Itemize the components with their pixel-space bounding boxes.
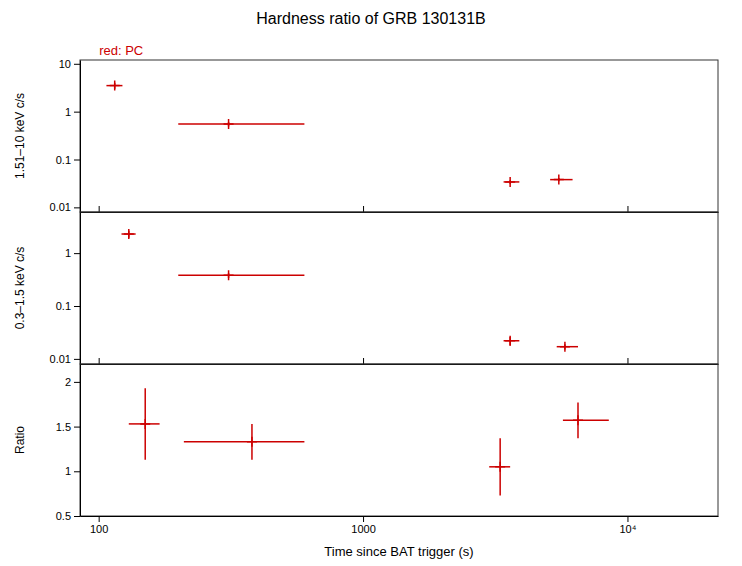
x-tick-mark	[99, 206, 100, 212]
point	[505, 177, 515, 187]
y-tick: 0.1	[56, 300, 80, 312]
plot-frame	[80, 212, 718, 364]
y-tick-mark	[74, 382, 80, 383]
x-tick-mark	[99, 516, 100, 522]
y-tick-label: 0.01	[50, 353, 71, 365]
y-tick-label: 1	[65, 247, 71, 259]
y-tick: 0.1	[56, 154, 80, 166]
point	[505, 336, 515, 346]
y-tick-mark	[74, 112, 80, 113]
panel: 0.01 0.1 1 0.3–1.5 keV c/s	[13, 212, 719, 365]
chart-title: Hardness ratio of GRB 130131B	[256, 10, 485, 27]
x-tick-mark	[363, 206, 364, 212]
point	[247, 437, 257, 447]
x-error-bar	[184, 441, 305, 443]
x-tick-mark	[627, 206, 628, 212]
y-tick-label: 1	[65, 465, 71, 477]
point	[124, 229, 134, 239]
y-tick: 0.01	[50, 201, 80, 213]
x-tick-label: 1000	[351, 523, 375, 535]
y-tick: 1	[65, 247, 80, 259]
x-tick	[363, 206, 364, 212]
y-tick: 0.01	[50, 353, 80, 365]
y-tick-label: 1	[65, 106, 71, 118]
y-axis-title: Ratio	[13, 426, 27, 454]
y-axis: 0.01 0.1 1 10	[50, 58, 81, 214]
x-tick-mark	[627, 516, 628, 522]
y-tick: 10	[59, 58, 80, 70]
point	[560, 342, 570, 352]
y-tick-label: 0.5	[56, 510, 71, 522]
marks	[121, 229, 578, 352]
x-axis-line	[81, 516, 719, 517]
y-tick-label: 1.5	[56, 421, 71, 433]
point	[140, 419, 150, 429]
y-axis-line	[80, 213, 81, 365]
point	[573, 415, 583, 425]
point	[224, 270, 234, 280]
y-axis-line	[80, 61, 81, 213]
y-axis: 0.01 0.1 1	[50, 213, 81, 365]
y-axis-title: 1.51–10 keV c/s	[13, 93, 27, 179]
y-axis: 0.5 1 1.5 2	[56, 365, 81, 523]
y-tick: 0.5	[56, 510, 80, 522]
y-tick-label: 10	[59, 58, 71, 70]
x-error-bar	[563, 420, 609, 422]
y-tick-mark	[74, 516, 80, 517]
x-tick-label: 100	[90, 523, 108, 535]
point	[495, 462, 505, 472]
point	[554, 175, 564, 185]
x-tick-mark	[363, 358, 364, 364]
y-tick: 1	[65, 465, 80, 477]
y-tick-mark	[74, 471, 80, 472]
y-tick: 1.5	[56, 421, 80, 433]
x-error-bar	[178, 275, 304, 277]
chart: 0.01 0.1 1 10 1.51–10 keV c/s red: PC Hardness…	[0, 0, 742, 566]
marks	[106, 81, 572, 187]
y-tick: 2	[65, 376, 80, 388]
x-tick-label: 10⁴	[619, 523, 636, 535]
panel: 0.01 0.1 1 10 1.51–10 keV c/s red: PC	[13, 43, 719, 213]
x-tick: 1000	[351, 516, 375, 535]
x-tick: 10⁴	[619, 516, 636, 535]
panel: 0.5 1 1.5 2 100 1000 10⁴ Ratio Time since BAT tr…	[13, 364, 719, 559]
y-tick: 1	[65, 106, 80, 118]
y-axis-title: 0.3–1.5 keV c/s	[13, 247, 27, 330]
y-tick-mark	[74, 160, 80, 161]
x-tick	[627, 358, 628, 364]
x-tick	[99, 358, 100, 364]
y-tick-label: 0.1	[56, 154, 71, 166]
x-tick: 100	[90, 516, 108, 535]
x-tick	[363, 358, 364, 364]
x-tick	[99, 206, 100, 212]
y-axis-line	[80, 365, 81, 517]
y-tick-mark	[74, 207, 80, 208]
x-tick-mark	[99, 358, 100, 364]
y-tick-mark	[74, 306, 80, 307]
annotation: red: PC	[99, 43, 143, 58]
y-tick-mark	[74, 359, 80, 360]
x-error-bar	[178, 123, 304, 125]
marks	[129, 388, 609, 495]
plot-frame	[80, 60, 718, 212]
x-tick-mark	[363, 516, 364, 522]
point	[224, 119, 234, 129]
y-tick-label: 0.01	[50, 201, 71, 213]
x-tick-mark	[627, 358, 628, 364]
x-axis: 100 1000 10⁴	[81, 516, 719, 535]
y-tick-mark	[74, 64, 80, 65]
y-tick-mark	[74, 427, 80, 428]
y-tick-label: 2	[65, 376, 71, 388]
x-axis-title: Time since BAT trigger (s)	[324, 544, 473, 559]
plot-frame	[80, 364, 718, 516]
x-tick	[627, 206, 628, 212]
y-tick-label: 0.1	[56, 300, 71, 312]
point	[110, 81, 120, 91]
y-tick-mark	[74, 253, 80, 254]
